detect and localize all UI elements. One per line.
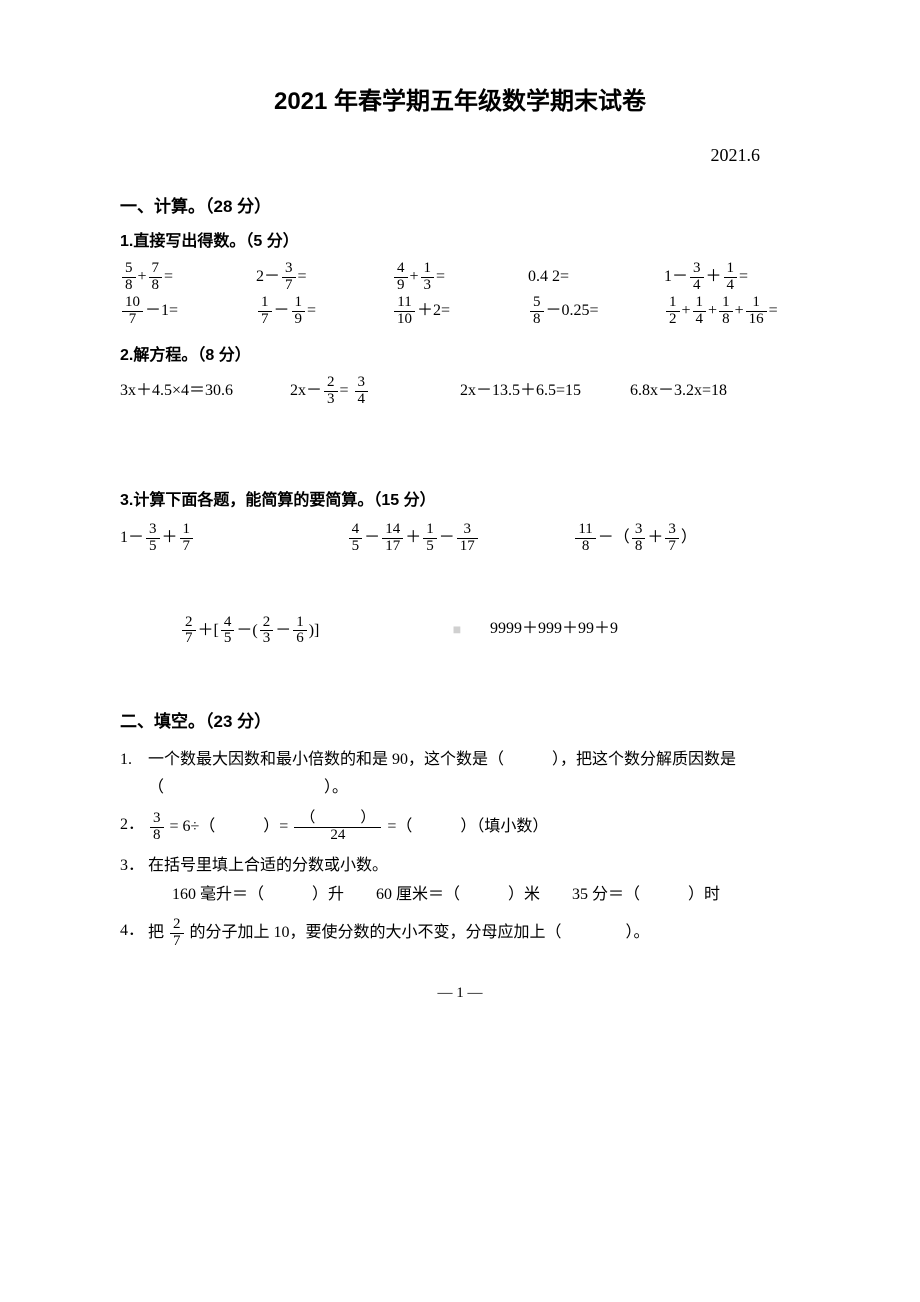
q2-header: 2.解方程。（8 分） [120,342,800,371]
fill-2-num: 2． [120,811,148,844]
math-expression: 3x＋4.5×4＝30.6 [120,377,290,406]
q3-row2: 27＋[45－(23－16)]9999＋999＋99＋9 [120,615,800,648]
fill-3-text-a: 在括号里填上合适的分数或小数。 [148,857,388,874]
math-expression: 1110＋2= [392,295,528,328]
math-expression: 58－0.25= [528,295,664,328]
math-expression: 58+78= [120,261,256,294]
section-1-header: 一、计算。（28 分） [120,192,800,223]
q4-post: 的分子加上 10，要使分数的大小不变，分母应加上（ ）。 [190,924,650,941]
q2-mid-den: 24 [294,828,381,844]
fill-1: 1. 一个数最大因数和最小倍数的和是 90，这个数是（ ），把这个数分解质因数是… [120,746,800,804]
section-2-header: 二、填空。（23 分） [120,707,800,738]
q1-header: 1.直接写出得数。（5 分） [120,228,800,257]
fill-1-text-a: 一个数最大因数和最小倍数的和是 90，这个数是（ ），把这个数分解质因数是 [148,751,736,768]
q2-mid-num: （ ） [294,811,381,828]
math-expression: 27＋[45－(23－16)] [180,615,490,648]
q4-pre: 把 [148,924,168,941]
fill-2: 2． 38 = 6÷（ ）= （ ）24 =（ ）（填小数） [120,811,800,844]
q2-seg1: = 6÷（ ）= [170,818,293,835]
q2-lhs-num: 3 [150,811,164,828]
math-expression: 107－1= [120,295,256,328]
fill-1-text-b: （ ）。 [148,779,348,796]
math-expression: 1－34＋14= [664,261,800,294]
fill-4-num: 4． [120,917,148,950]
math-expression: 12+14+18+116= [664,295,800,328]
math-expression: 17－19= [256,295,392,328]
q2-seg2: =（ ）（填小数） [387,818,548,835]
math-expression: 49+13= [392,261,528,294]
fill-4: 4． 把 27 的分子加上 10，要使分数的大小不变，分母应加上（ ）。 [120,917,800,950]
fill-3-text-b: 160 毫升＝（ ）升 60 厘米＝（ ）米 35 分＝（ ）时 [148,886,720,903]
q2-lhs-den: 8 [150,828,164,844]
q4-den: 7 [170,934,184,950]
fill-2-content: 38 = 6÷（ ）= （ ）24 =（ ）（填小数） [148,811,800,844]
math-expression: 2x－13.5＋6.5=15 [460,377,630,406]
q3-row1: 1－35＋1745－1417＋15－317118－（38＋37） [120,522,800,555]
math-expression: 45－1417＋15－317 [347,522,574,555]
q3-header: 3.计算下面各题，能简算的要简算。（15 分） [120,487,800,516]
fill-1-num: 1. [120,746,148,804]
fill-3-num: 3． [120,852,148,910]
math-expression: 2x－23= 34 [290,375,460,408]
math-expression: 0.4 2= [528,263,664,292]
math-expression: 9999＋999＋99＋9 [490,615,800,648]
page-number: — 1 — [120,980,800,1007]
fill-4-content: 把 27 的分子加上 10，要使分数的大小不变，分母应加上（ ）。 [148,917,800,950]
exam-date: 2021.6 [120,139,800,171]
exam-title: 2021 年春学期五年级数学期末试卷 [120,80,800,123]
math-expression: 2－37= [256,261,392,294]
q2-row: 3x＋4.5×4＝30.62x－23= 342x－13.5＋6.5=156.8x… [120,375,800,408]
math-expression: 1－35＋17 [120,522,347,555]
q1-row2: 107－1=17－19=1110＋2=58－0.25=12+14+18+116= [120,295,800,328]
q4-num: 2 [170,917,184,934]
q1-row1: 58+78=2－37=49+13=0.4 2=1－34＋14= [120,261,800,294]
math-expression: 6.8x－3.2x=18 [630,377,800,406]
math-expression: 118－（38＋37） [573,522,800,555]
fill-3: 3． 在括号里填上合适的分数或小数。 160 毫升＝（ ）升 60 厘米＝（ ）… [120,852,800,910]
